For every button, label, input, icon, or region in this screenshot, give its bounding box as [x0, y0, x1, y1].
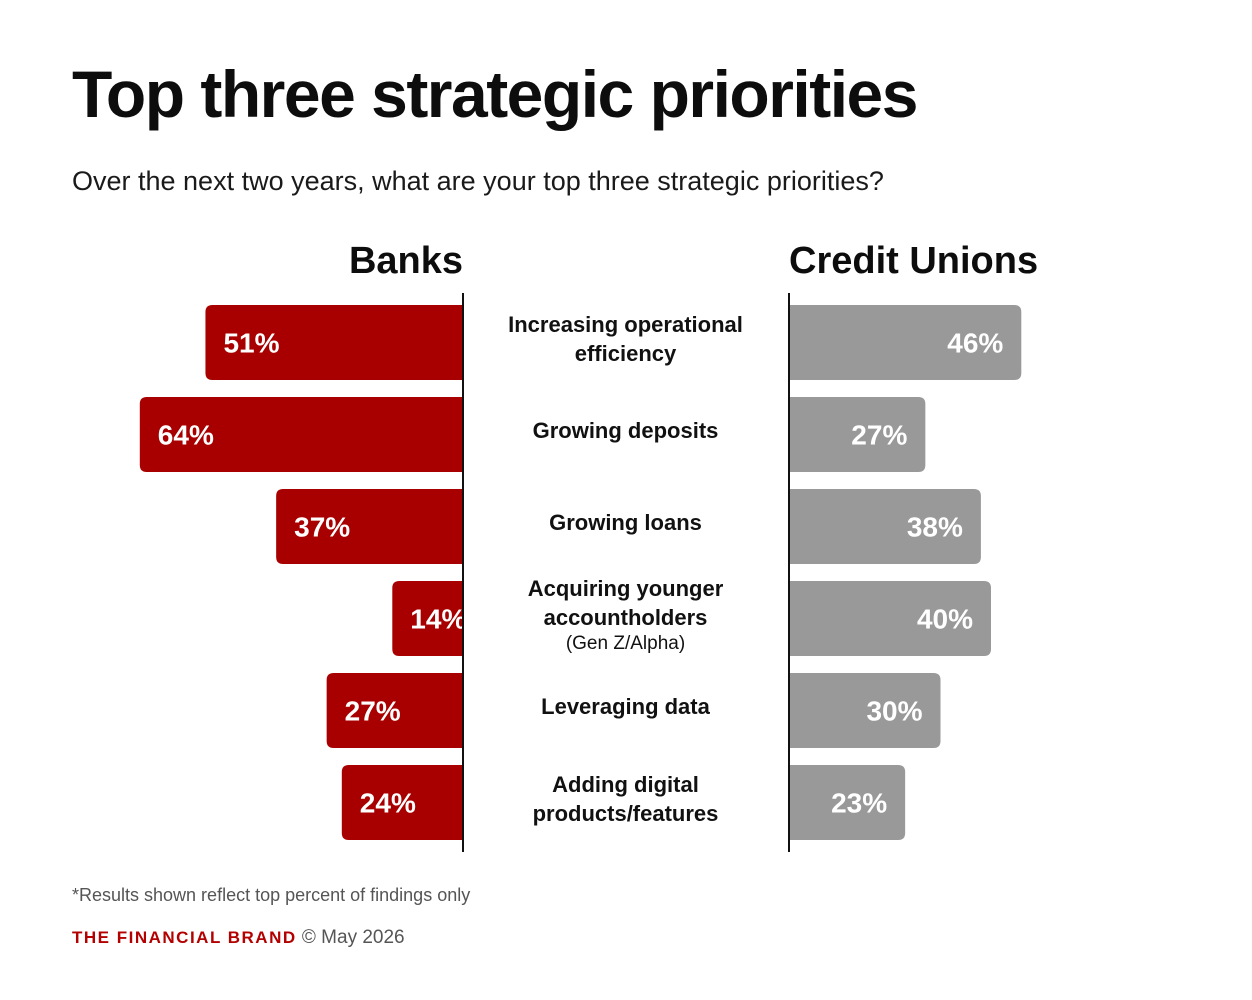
category-label-text: Increasing operational efficiency: [508, 311, 743, 366]
banks-value-label: 24%: [360, 788, 416, 819]
category-label: Acquiring younger accountholders (Gen Z/A…: [478, 574, 773, 656]
credit-unions-value-label: 46%: [947, 328, 1003, 359]
banks-series-header: Banks: [348, 240, 463, 282]
credit-unions-value-label: 38%: [907, 512, 963, 543]
brand-line: THE FINANCIAL BRAND © May 2026: [72, 927, 405, 949]
category-label: Leveraging data: [478, 692, 773, 721]
credit-unions-value-label: 40%: [917, 604, 973, 635]
category-label-text: Growing loans: [549, 510, 702, 535]
banks-bar: [341, 765, 463, 840]
banks-bar: [276, 489, 463, 564]
banks-value-label: 14%: [410, 604, 466, 635]
banks-value-label: 51%: [223, 328, 279, 359]
category-label: Adding digital products/features: [478, 770, 773, 828]
category-label-note: (Gen Z/Alpha): [565, 632, 686, 654]
chart-subtitle: Over the next two years, what are your t…: [72, 166, 884, 196]
credit-unions-value-label: 23%: [831, 788, 887, 819]
credit-unions-value-label: 27%: [851, 420, 907, 451]
category-label-text: Growing deposits: [532, 418, 719, 443]
chart-title: Top three strategic priorities: [72, 57, 918, 131]
banks-bar: [139, 397, 464, 472]
category-label-text: Leveraging data: [541, 694, 710, 719]
banks-bar: [392, 581, 463, 656]
banks-value-label: 27%: [345, 696, 401, 727]
copyright: © May 2026: [301, 927, 405, 948]
category-label: Growing loans: [478, 508, 773, 537]
banks-bar: [326, 673, 463, 748]
banks-value-label: 64%: [158, 420, 214, 451]
credit-unions-bar: [789, 397, 926, 472]
brand-logo-text: THE FINANCIAL BRAND: [72, 928, 297, 947]
footnote: *Results shown reflect top percent of fi…: [72, 885, 471, 905]
category-label-text: Adding digital products/features: [532, 771, 719, 826]
banks-value-label: 37%: [294, 512, 350, 543]
category-label-text: Acquiring younger accountholders: [527, 575, 724, 630]
credit-unions-bar: [789, 673, 941, 748]
credit-unions-bar: [789, 305, 1022, 380]
credit-unions-bar: [789, 765, 906, 840]
credit-unions-value-label: 30%: [866, 696, 922, 727]
category-label: Growing deposits: [478, 416, 773, 445]
credit-unions-bar: [789, 489, 981, 564]
category-label: Increasing operational efficiency: [478, 310, 773, 368]
banks-bar: [205, 305, 463, 380]
credit-unions-series-header: Credit Unions: [789, 240, 1039, 282]
credit-unions-bar: [789, 581, 991, 656]
